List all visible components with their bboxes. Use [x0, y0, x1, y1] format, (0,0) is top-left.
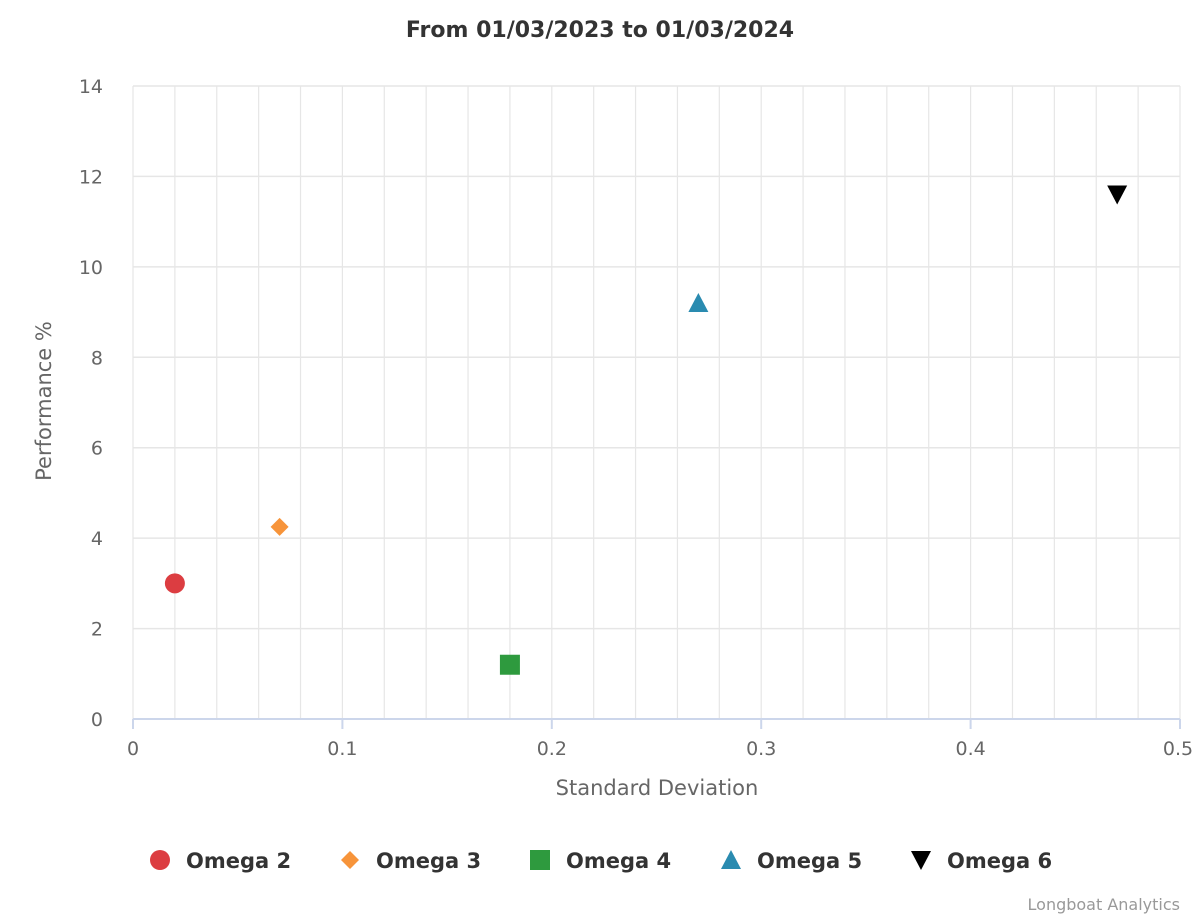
y-tick-label: 2: [91, 619, 103, 641]
data-points: [164, 185, 1128, 675]
legend-symbol-triangle-up: [721, 850, 741, 869]
legend-symbol-circle: [150, 850, 170, 870]
x-axis-title: Standard Deviation: [556, 776, 759, 800]
y-tick-label: 0: [91, 709, 103, 731]
legend-label: Omega 2: [186, 849, 291, 873]
y-tick-label: 4: [91, 528, 103, 550]
legend-label: Omega 4: [566, 849, 671, 873]
legend-symbol-diamond: [341, 851, 359, 869]
legend-item-omega-6[interactable]: Omega 6: [911, 849, 1052, 873]
y-tick-label: 14: [79, 76, 103, 98]
axes: 0 0.1 0.2 0.3 0.4 0.5 0 2 4 6 8 10 12 14: [79, 76, 1193, 760]
data-point-omega-2[interactable]: [164, 573, 185, 594]
chart-title: From 01/03/2023 to 01/03/2024: [406, 18, 794, 43]
x-tick-label: 0.4: [955, 738, 985, 760]
legend: Omega 2 Omega 3 Omega 4 Omega 5 Omega 6: [150, 849, 1052, 873]
credits-link[interactable]: Longboat Analytics: [1028, 895, 1180, 914]
y-tick-label: 12: [79, 166, 103, 188]
x-tick-label: 0.5: [1163, 738, 1193, 760]
y-tick-label: 10: [79, 257, 103, 279]
y-axis-title: Performance %: [32, 321, 56, 481]
legend-item-omega-3[interactable]: Omega 3: [341, 849, 481, 873]
data-point-omega-4[interactable]: [499, 654, 520, 675]
grid: [132, 85, 1181, 720]
legend-item-omega-4[interactable]: Omega 4: [530, 849, 671, 873]
x-tick-label: 0.1: [327, 738, 357, 760]
data-point-omega-5[interactable]: [688, 293, 709, 313]
legend-label: Omega 6: [947, 849, 1052, 873]
data-point-omega-6[interactable]: [1107, 185, 1128, 205]
y-tick-label: 6: [91, 438, 103, 460]
legend-label: Omega 3: [376, 849, 481, 873]
legend-symbol-square: [530, 850, 550, 870]
legend-label: Omega 5: [757, 849, 862, 873]
x-tick-label: 0.3: [746, 738, 776, 760]
x-tick-label: 0: [127, 738, 139, 760]
legend-item-omega-2[interactable]: Omega 2: [150, 849, 291, 873]
y-tick-label: 8: [91, 347, 103, 369]
x-tick-label: 0.2: [537, 738, 567, 760]
legend-symbol-triangle-down: [911, 851, 931, 870]
data-point-omega-3[interactable]: [270, 517, 289, 536]
legend-item-omega-5[interactable]: Omega 5: [721, 849, 862, 873]
